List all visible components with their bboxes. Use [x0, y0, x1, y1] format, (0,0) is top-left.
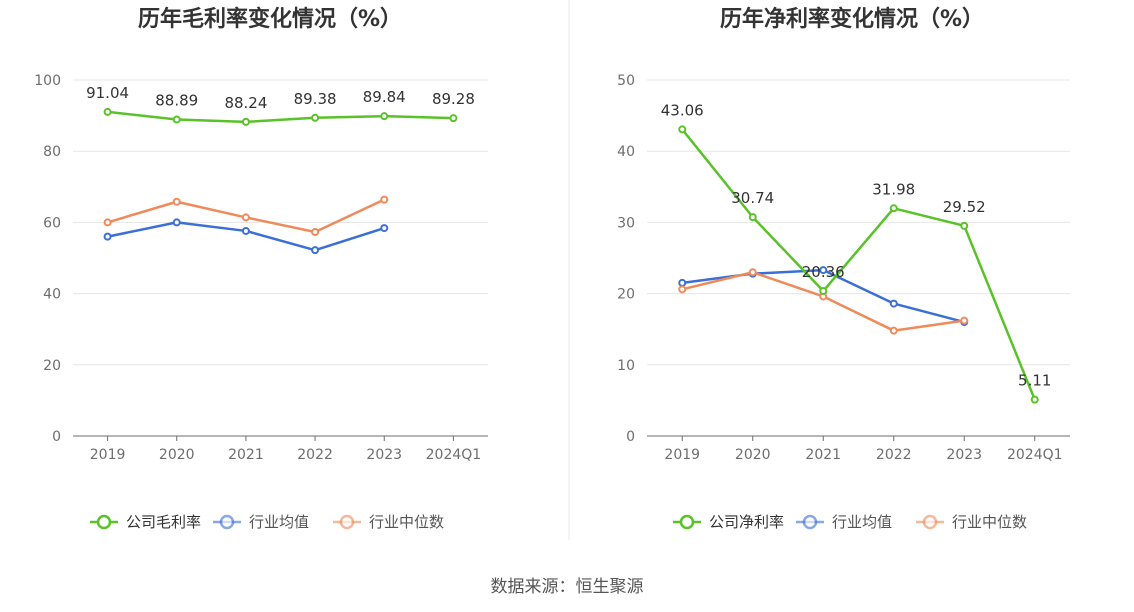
y-tick-label: 40 [43, 287, 61, 303]
data-label: 43.06 [661, 101, 704, 119]
data-point [449, 114, 458, 123]
legend-marker [802, 514, 818, 530]
data-point [678, 125, 687, 134]
data-point [748, 268, 757, 277]
net-margin-chart: 历年净利率变化情况（%） 0 10 20 30 40 50 2019 2020 2021 2022 2… [617, 6, 1070, 531]
gross-margin-chart: 历年毛利率变化情况（%） 0 20 40 60 80 100 2019 2020 2021 2022… [34, 6, 488, 531]
data-label: 20.36 [802, 263, 845, 281]
y-tick-label: 20 [617, 287, 635, 303]
data-label: 30.74 [731, 189, 774, 207]
data-label: 31.98 [872, 180, 915, 198]
data-point [241, 226, 250, 235]
x-tick-label: 2023 [946, 447, 982, 463]
data-label: 88.89 [155, 92, 198, 110]
legend-marker [679, 514, 695, 530]
data-label: 29.52 [943, 198, 986, 216]
series-line [681, 128, 1036, 401]
data-point [678, 285, 687, 294]
y-tick-label: 30 [617, 215, 635, 231]
data-label: 91.04 [86, 84, 129, 102]
x-tick-label: 2019 [664, 447, 700, 463]
legend-marker [219, 514, 235, 530]
data-point [380, 112, 389, 121]
data-label: 88.24 [224, 94, 267, 112]
y-tick-label: 10 [617, 358, 635, 374]
data-point [311, 228, 320, 237]
series-line [107, 110, 454, 124]
data-point [960, 221, 969, 230]
legend-label: 行业均值 [249, 513, 309, 531]
legend-label: 行业中位数 [952, 513, 1027, 531]
y-tick-label: 40 [617, 144, 635, 160]
x-tick-label: 2021 [228, 447, 264, 463]
data-point [889, 204, 898, 213]
legend-marker [922, 514, 938, 530]
data-point [819, 287, 828, 296]
data-point [241, 117, 250, 126]
legend-label: 行业中位数 [369, 513, 444, 531]
data-point [678, 278, 687, 287]
data-point [889, 299, 898, 308]
y-tick-label: 0 [626, 429, 635, 445]
y-tick-label: 0 [52, 429, 61, 445]
data-point [172, 218, 181, 227]
data-point [311, 113, 320, 122]
y-tick-label: 20 [43, 358, 61, 374]
data-point [819, 266, 828, 275]
data-point [103, 107, 112, 116]
chart-title: 历年毛利率变化情况（%） [138, 6, 402, 32]
data-label: 5.11 [1018, 372, 1051, 390]
data-point [172, 115, 181, 124]
data-point [1030, 395, 1039, 404]
legend-label: 公司毛利率 [126, 513, 201, 531]
x-tick-label: 2022 [297, 447, 333, 463]
data-label: 89.38 [294, 90, 337, 108]
legend-marker [339, 514, 355, 530]
data-point [311, 246, 320, 255]
data-point [889, 326, 898, 335]
series-line [107, 221, 385, 252]
data-source: 数据来源：恒生聚源 [491, 577, 644, 597]
x-tick-label: 2023 [366, 447, 402, 463]
data-point [960, 316, 969, 325]
y-tick-label: 60 [43, 215, 61, 231]
data-label: 89.84 [363, 88, 406, 106]
x-tick-label: 2024Q1 [426, 447, 482, 463]
x-tick-label: 2022 [876, 447, 912, 463]
x-tick-label: 2020 [159, 447, 195, 463]
x-tick-label: 2020 [735, 447, 771, 463]
legend-label: 公司净利率 [709, 513, 784, 531]
y-tick-label: 80 [43, 144, 61, 160]
y-tick-label: 50 [617, 73, 635, 89]
data-label: 89.28 [432, 90, 475, 108]
chart-title: 历年净利率变化情况（%） [720, 6, 984, 32]
data-point [172, 197, 181, 206]
legend-label: 行业均值 [832, 513, 892, 531]
data-point [103, 232, 112, 241]
data-point [241, 213, 250, 222]
legend-marker [96, 514, 112, 530]
data-point [103, 218, 112, 227]
data-point [380, 195, 389, 204]
x-tick-label: 2021 [805, 447, 841, 463]
x-tick-label: 2024Q1 [1007, 447, 1063, 463]
y-tick-label: 100 [34, 73, 61, 89]
x-tick-label: 2019 [90, 447, 126, 463]
data-point [380, 224, 389, 233]
data-point [748, 213, 757, 222]
